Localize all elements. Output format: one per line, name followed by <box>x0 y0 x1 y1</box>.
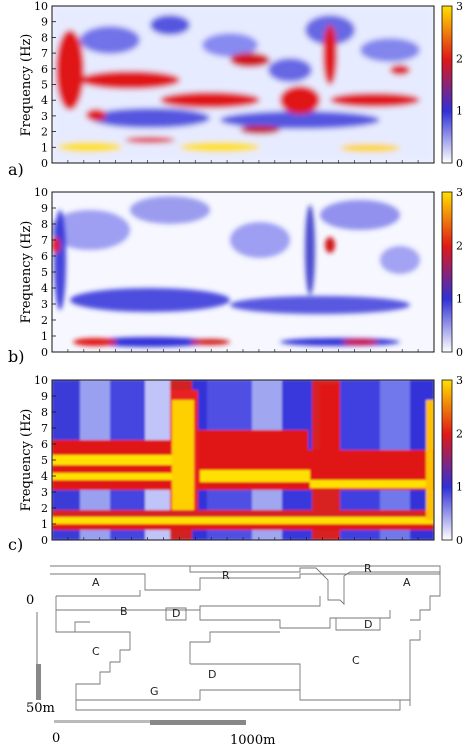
zone-d-small <box>165 607 187 621</box>
y-tick-label: 7 <box>41 47 48 60</box>
y-tick-label: 4 <box>41 282 48 295</box>
zone-label: C <box>352 654 360 667</box>
panel-label-c: c) <box>8 535 23 554</box>
colorbar-tick-label: 2 <box>456 239 463 252</box>
y-axis-label-c: Frequency (Hz) <box>19 409 34 512</box>
colorbar-tick-label: 0 <box>456 534 463 547</box>
zone-d-mid <box>189 631 301 690</box>
y-tick-label: 2 <box>41 314 48 327</box>
y-tick-label: 1 <box>41 330 48 343</box>
zone-a-left-outline <box>50 571 441 621</box>
zone-g-outline <box>75 700 411 711</box>
panel-c: 0 1 2 3 4 5 6 7 8 9 10 Frequency (Hz) c) 0 1 2 3 <box>8 374 463 554</box>
scalogram-c <box>52 380 434 540</box>
zone-r-outline <box>55 590 321 611</box>
y-tick-label: 2 <box>41 126 48 139</box>
depth-scale: 0 50m <box>26 593 55 716</box>
y-tick-label: 5 <box>41 454 48 467</box>
y-tick-label: 6 <box>41 63 48 76</box>
y-tick-label: 10 <box>34 374 48 387</box>
panel-b: 0 1 2 3 4 5 6 7 8 9 10 Frequency (Hz) b) 0 1 2 3 <box>8 186 463 366</box>
horizontal-scale-bar-right <box>150 720 246 725</box>
y-tick-label: 8 <box>41 406 48 419</box>
zone-label: R <box>364 562 372 575</box>
zone-label: A <box>92 576 100 589</box>
y-tick-label: 5 <box>41 266 48 279</box>
colorbar-a: 0 1 2 3 <box>441 0 463 170</box>
y-tick-label: 10 <box>34 0 48 13</box>
y-tick-label: 6 <box>41 250 48 263</box>
y-tick-label: 1 <box>41 141 48 154</box>
y-ticks-b: 0 1 2 3 4 5 6 7 8 9 10 <box>34 186 435 359</box>
y-axis-label-a: Frequency (Hz) <box>19 34 34 137</box>
y-tick-label: 3 <box>41 110 48 123</box>
zone-label: D <box>172 607 180 620</box>
y-tick-label: 8 <box>41 218 48 231</box>
colorbar-tick-label: 2 <box>456 52 463 65</box>
depth-scale-top-label: 0 <box>26 593 34 608</box>
colorbar-tick-label: 1 <box>456 481 463 494</box>
colorbar-tick-label: 0 <box>456 157 463 170</box>
colorbar-tick-label: 2 <box>456 427 463 440</box>
y-tick-label: 4 <box>41 470 48 483</box>
colorbar-b: 0 1 2 3 <box>441 186 463 359</box>
y-tick-label: 9 <box>41 390 48 403</box>
colorbar-tick-label: 0 <box>456 346 463 359</box>
panel-label-a: a) <box>8 160 24 179</box>
zone-label: B <box>120 605 128 618</box>
y-tick-label: 3 <box>41 298 48 311</box>
y-tick-label: 8 <box>41 31 48 44</box>
y-tick-label: 10 <box>34 186 48 199</box>
zone-label: G <box>150 685 159 698</box>
zone-label: D <box>364 618 372 631</box>
y-tick-label: 9 <box>41 202 48 215</box>
scalogram-a <box>52 6 434 163</box>
depth-scale-bar-upper <box>36 612 38 664</box>
y-tick-label: 0 <box>41 157 48 170</box>
y-tick-label: 3 <box>41 486 48 499</box>
colorbar-tick-label: 1 <box>456 293 463 306</box>
y-ticks-a: 0 1 2 3 4 5 6 7 8 9 10 <box>34 0 435 170</box>
colorbar-tick-label: 3 <box>456 374 463 387</box>
y-tick-label: 7 <box>41 234 48 247</box>
cross-section <box>50 565 441 711</box>
y-tick-label: 0 <box>41 534 48 547</box>
depth-scale-bar-lower <box>36 664 41 700</box>
horizontal-scale-bar-left <box>54 720 150 723</box>
depth-scale-bottom-label: 50m <box>26 701 55 716</box>
panel-label-b: b) <box>8 347 24 366</box>
y-tick-label: 0 <box>41 346 48 359</box>
y-axis-label-b: Frequency (Hz) <box>19 221 34 324</box>
y-tick-label: 5 <box>41 79 48 92</box>
zone-d-right <box>335 617 381 631</box>
horizontal-scale-right-label: 1000m <box>230 733 275 748</box>
y-tick-label: 2 <box>41 502 48 515</box>
cross-section-surface <box>50 565 441 575</box>
zone-label: C <box>92 645 100 658</box>
y-ticks-c: 0 1 2 3 4 5 6 7 8 9 10 <box>34 374 435 547</box>
zone-label: A <box>403 576 411 589</box>
y-tick-label: 7 <box>41 422 48 435</box>
colorbar-c: 0 1 2 3 <box>441 374 463 547</box>
zone-label: D <box>208 668 216 681</box>
colorbar-tick-label: 1 <box>456 105 463 118</box>
y-tick-label: 9 <box>41 16 48 29</box>
zone-labels: A R B D R A D C D C G <box>92 562 411 698</box>
colorbar-tick-label: 3 <box>456 0 463 13</box>
y-tick-label: 4 <box>41 94 48 107</box>
horizontal-scale-left-label: 0 <box>52 731 60 746</box>
panel-a: 0 1 2 3 4 5 6 7 8 9 10 Frequency (Hz) a) 0 1 2 3 <box>8 0 463 179</box>
y-tick-label: 6 <box>41 438 48 451</box>
colorbar-tick-label: 3 <box>456 186 463 199</box>
zone-c-outline <box>75 630 421 701</box>
y-tick-label: 1 <box>41 518 48 531</box>
zone-label: R <box>222 569 230 582</box>
horizontal-scale: 0 1000m <box>52 720 275 748</box>
scalogram-b <box>52 192 434 352</box>
